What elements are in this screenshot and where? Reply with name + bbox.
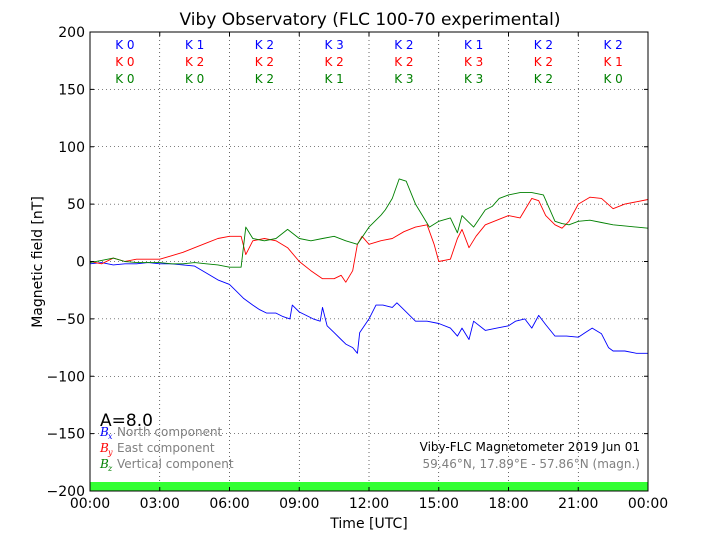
annotation-instrument: Viby-FLC Magnetometer 2019 Jun 01	[420, 440, 640, 454]
x-tick-label: 06:00	[209, 496, 249, 512]
legend-subscript: z	[107, 464, 113, 473]
y-tick-label: 0	[76, 255, 85, 271]
k-index-value: K 0	[603, 72, 622, 86]
status-bar	[90, 482, 648, 491]
y-tick-label: −100	[47, 369, 85, 385]
x-tick-label: 00:00	[628, 496, 668, 512]
legend-subscript: x	[108, 432, 113, 441]
k-index-value: K 2	[603, 38, 622, 52]
y-tick-label: −50	[55, 312, 85, 328]
series-line	[89, 196, 649, 283]
legend-symbol: B	[99, 425, 109, 439]
k-index-value: K 0	[115, 38, 134, 52]
x-tick-label: 21:00	[558, 496, 598, 512]
x-axis-label: Time [UTC]	[329, 516, 407, 532]
y-axis-label: Magnetic field [nT]	[30, 196, 46, 328]
k-index-value: K 2	[534, 72, 553, 86]
legend-label: East component	[117, 441, 215, 455]
k-index-value: K 2	[255, 38, 274, 52]
annotation-location: 59.46°N, 17.89°E - 57.86°N (magn.)	[423, 457, 640, 471]
y-tick-label: −150	[47, 427, 85, 443]
y-tick-label: −200	[47, 484, 85, 500]
k-index-value: K 1	[324, 72, 343, 86]
legend-symbol: B	[99, 441, 109, 455]
k-index-value: K 3	[324, 38, 343, 52]
k-index-value: K 2	[255, 72, 274, 86]
k-index-value: K 2	[185, 55, 204, 69]
k-index-value: K 1	[603, 55, 622, 69]
k-index-value: K 0	[115, 72, 134, 86]
k-index-value: K 1	[185, 38, 204, 52]
legend-label: Vertical component	[117, 457, 234, 471]
x-tick-label: 12:00	[349, 496, 389, 512]
grid-lines	[90, 32, 648, 491]
k-index-value: K 2	[324, 55, 343, 69]
x-tick-label: 15:00	[419, 496, 459, 512]
k-index-value: K 2	[255, 55, 274, 69]
y-tick-label: 50	[67, 197, 85, 213]
x-tick-label: 18:00	[488, 496, 528, 512]
legend-symbol: B	[99, 457, 109, 471]
series-line	[89, 262, 648, 354]
x-tick-label: 03:00	[140, 496, 180, 512]
k-index-value: K 0	[185, 72, 204, 86]
x-tick-label: 09:00	[279, 496, 319, 512]
y-tick-label: 200	[58, 25, 85, 41]
series-line	[89, 178, 649, 268]
k-index-table: K 0 K 1 K 2 K 3 K 2 K 1 K 2 K 2 K 0 K 2 K 2 K 2 K 2 K…	[115, 38, 623, 86]
legend-label: North component	[117, 425, 223, 439]
k-index-value: K 2	[534, 38, 553, 52]
k-index-value: K 3	[464, 72, 483, 86]
k-index-value: K 2	[394, 55, 413, 69]
legend-subscript: y	[107, 448, 113, 457]
k-index-value: K 2	[534, 55, 553, 69]
k-index-value: K 0	[115, 55, 134, 69]
a-index: A=8.0	[100, 411, 153, 431]
axis-ticks: 00:00 03:00 06:00 09:00 12:00 15:00 18:00 21:00…	[47, 25, 669, 512]
k-index-value: K 1	[464, 38, 483, 52]
k-index-value: K 3	[394, 72, 413, 86]
x-tick-label: 00:00	[70, 496, 110, 512]
chart-title: Viby Observatory (FLC 100-70 experimenta…	[180, 10, 561, 30]
k-index-value: K 3	[464, 55, 483, 69]
y-tick-label: 100	[58, 140, 85, 156]
y-tick-label: 150	[58, 82, 85, 98]
k-index-value: K 2	[394, 38, 413, 52]
series-lines	[89, 178, 649, 354]
